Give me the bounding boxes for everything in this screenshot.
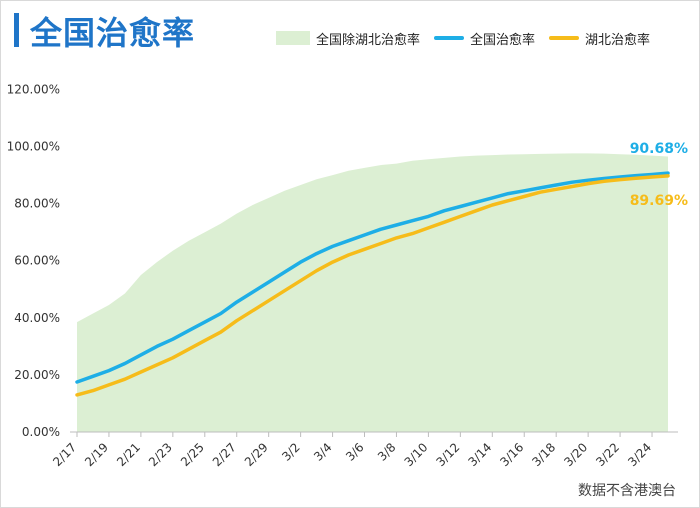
y-tick-label: 20.00% (14, 368, 60, 382)
x-tick-label: 2/21 (114, 440, 143, 469)
legend-label-national: 全国治愈率 (470, 32, 536, 48)
chart-title: 全国治愈率 (30, 14, 196, 52)
legend-item-hubei: 湖北治愈率 (549, 29, 650, 48)
series-line-1 (75, 171, 670, 384)
x-tick-label: 2/25 (178, 440, 207, 469)
source-note: 数据不含港澳台 (578, 483, 676, 499)
legend-item-area: 全国除湖北治愈率 (276, 29, 420, 48)
x-tick-label: 3/24 (625, 440, 654, 469)
x-tick-label: 3/18 (529, 440, 558, 469)
y-tick-label: 60.00% (14, 254, 60, 268)
title-accent-bar (14, 13, 19, 47)
legend: 全国除湖北治愈率 全国治愈率 湖北治愈率 (276, 28, 650, 48)
x-tick-label: 3/22 (593, 440, 622, 469)
x-tick-label: 3/20 (561, 440, 590, 469)
x-tick-label: 2/23 (146, 440, 175, 469)
legend-swatch-area (276, 31, 310, 45)
y-tick-label: 80.00% (14, 197, 60, 211)
series-line-2 (75, 174, 670, 397)
y-tick-label: 0.00% (22, 425, 60, 439)
x-tick-label: 3/6 (343, 440, 367, 464)
x-tick-label: 2/27 (210, 440, 239, 469)
x-tick-label: 2/19 (82, 440, 111, 469)
x-tick-label: 3/8 (375, 440, 399, 464)
x-tick-label: 3/4 (311, 440, 335, 464)
data-label-1: 89.69% (630, 193, 688, 209)
x-tick-label: 3/16 (497, 440, 526, 469)
y-tick-label: 40.00% (14, 311, 60, 325)
series-area-0 (77, 153, 668, 432)
x-tick-label: 3/12 (434, 440, 463, 469)
x-tick-label: 3/14 (465, 440, 494, 469)
legend-item-national: 全国治愈率 (434, 29, 535, 48)
x-tick-label: 3/2 (279, 440, 303, 464)
x-tick-label: 2/17 (50, 440, 79, 469)
y-tick-label: 120.00% (7, 82, 60, 96)
y-tick-label: 100.00% (7, 140, 60, 154)
data-label-0: 90.68% (630, 141, 688, 157)
legend-label-area: 全国除湖北治愈率 (316, 32, 421, 48)
legend-label-hubei: 湖北治愈率 (585, 32, 651, 48)
legend-swatch-national (434, 36, 465, 40)
x-tick-label: 2/29 (242, 440, 271, 469)
x-tick-label: 3/10 (402, 440, 431, 469)
legend-swatch-hubei (549, 36, 580, 40)
